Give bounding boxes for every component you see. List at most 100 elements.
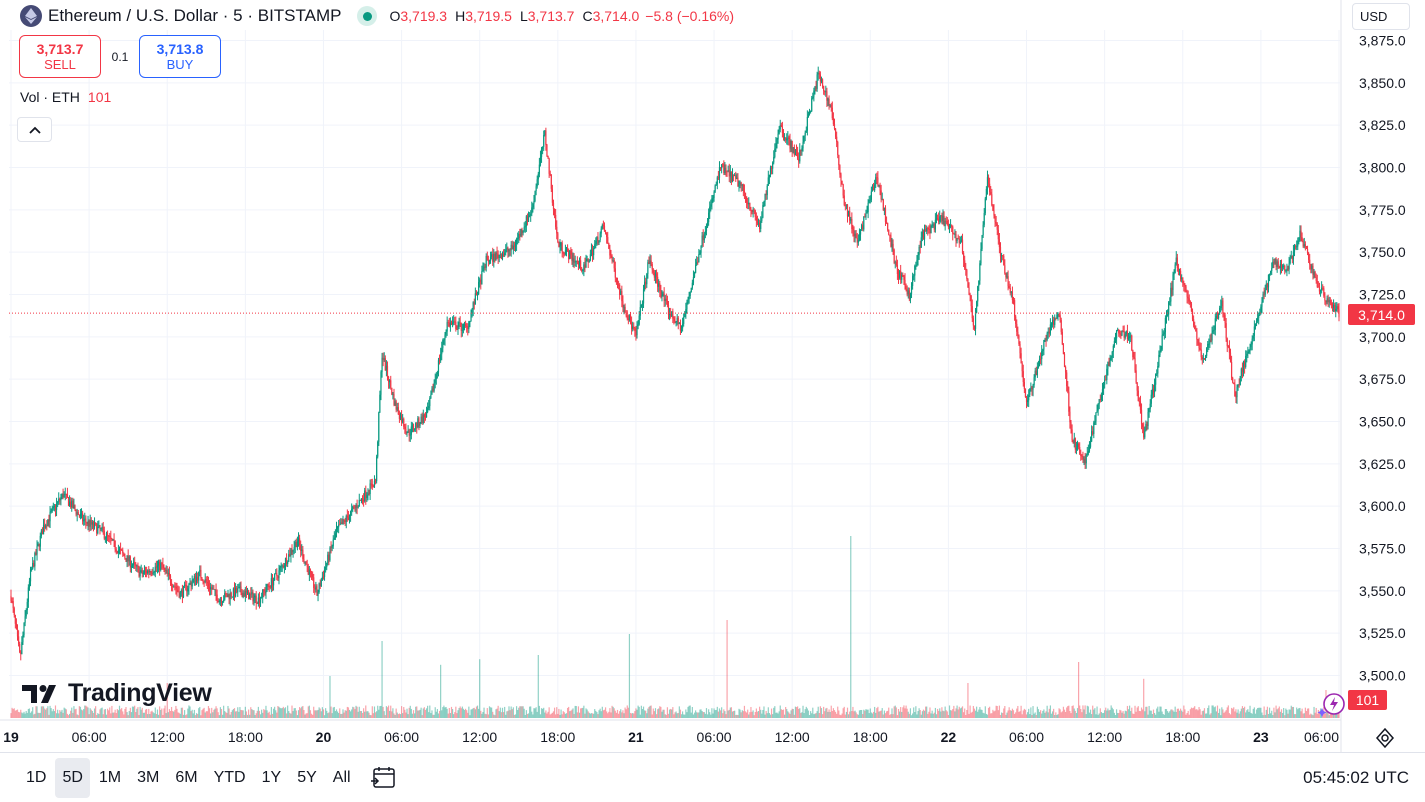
- candle-body: [697, 261, 699, 263]
- volume-bar: [614, 710, 616, 718]
- settings-gear-icon[interactable]: [1374, 727, 1396, 754]
- candle-body: [849, 211, 851, 221]
- volume-bar: [319, 708, 321, 718]
- candle-body: [262, 589, 264, 598]
- candle-body: [837, 142, 839, 155]
- range-1d[interactable]: 1D: [26, 769, 47, 786]
- candle-body: [144, 570, 147, 572]
- candle-body: [977, 286, 979, 302]
- candle-body: [447, 322, 449, 323]
- candle-body: [356, 505, 358, 508]
- volume-bar: [955, 708, 957, 718]
- candle-body: [543, 135, 545, 147]
- candle-body: [739, 182, 741, 184]
- buy-button[interactable]: 3,713.8 BUY: [139, 35, 221, 78]
- range-5d[interactable]: 5D: [55, 758, 90, 798]
- volume-bar: [352, 706, 354, 718]
- volume-bar: [611, 705, 613, 718]
- candle-body: [866, 212, 868, 214]
- volume-bar: [637, 705, 639, 718]
- candle-body: [487, 259, 489, 262]
- volume-bar: [1051, 711, 1054, 718]
- candle-body: [1003, 255, 1005, 266]
- candle-body: [1257, 317, 1259, 322]
- volume-bar: [807, 710, 810, 718]
- candle-body: [1091, 431, 1093, 442]
- candle-body: [884, 207, 887, 222]
- volume-bar: [1317, 709, 1319, 718]
- candle-body: [1303, 244, 1305, 247]
- volume-bar: [972, 705, 974, 718]
- candle-body: [807, 114, 810, 117]
- utc-clock[interactable]: 05:45:02 UTC: [1303, 768, 1409, 787]
- candle-body: [349, 511, 352, 516]
- volume-bar: [600, 711, 602, 718]
- candle-body: [692, 277, 695, 283]
- range-all[interactable]: All: [332, 769, 351, 786]
- volume-bar: [686, 712, 688, 718]
- tradingview-logo[interactable]: TradingView: [22, 679, 212, 708]
- volume-bar: [1125, 711, 1127, 718]
- volume-bar: [851, 711, 853, 718]
- volume-legend[interactable]: Vol · ETH 101: [20, 89, 111, 105]
- candle-body: [591, 249, 594, 256]
- candle-body: [289, 554, 291, 557]
- candle-body: [42, 525, 45, 535]
- volume-bar: [485, 714, 487, 718]
- candle-body: [425, 412, 428, 418]
- candle-body: [817, 72, 819, 75]
- candle-body: [259, 598, 262, 603]
- volume-bar: [165, 713, 167, 718]
- candle-body: [223, 599, 225, 602]
- candle-body: [1296, 246, 1298, 248]
- candle-body: [335, 528, 338, 534]
- go-to-date-icon[interactable]: [370, 766, 396, 795]
- volume-bar: [192, 713, 194, 718]
- range-ytd[interactable]: YTD: [213, 769, 246, 786]
- candle-body: [379, 394, 381, 413]
- volume-bar: [1189, 709, 1191, 718]
- candle-body: [960, 239, 963, 242]
- currency-button[interactable]: USD: [1352, 3, 1410, 30]
- candle-body: [584, 264, 586, 268]
- range-5y[interactable]: 5Y: [297, 769, 317, 786]
- candle-body: [1331, 304, 1334, 308]
- candle-body: [549, 173, 551, 175]
- candle-body: [715, 184, 717, 186]
- candle-body: [660, 291, 662, 297]
- candle-body: [489, 256, 492, 261]
- candle-body: [326, 562, 328, 568]
- candle-body: [33, 563, 35, 567]
- candle-body: [252, 591, 254, 602]
- market-open-dot-icon[interactable]: [357, 6, 378, 26]
- volume-bar: [1171, 709, 1173, 718]
- collapse-legend-button[interactable]: [17, 117, 52, 142]
- symbol-title[interactable]: Ethereum / U.S. Dollar · 5 · BITSTAMP: [48, 6, 342, 25]
- range-6m[interactable]: 6M: [175, 769, 198, 786]
- volume-bar: [465, 708, 467, 718]
- sell-button[interactable]: 3,713.7 SELL: [19, 35, 101, 78]
- candle-body: [165, 569, 167, 571]
- volume-bar: [368, 712, 370, 718]
- candle-body: [545, 130, 547, 145]
- candle-body: [397, 407, 399, 415]
- range-3m[interactable]: 3M: [137, 769, 160, 786]
- candle-body: [727, 170, 729, 172]
- volume-bar: [667, 713, 670, 718]
- volume-bar: [169, 710, 172, 718]
- candle-body: [192, 579, 194, 583]
- volume-bar: [1079, 705, 1081, 718]
- volume-bar: [47, 706, 49, 718]
- volume-bar: [371, 706, 373, 718]
- candle-body: [1283, 265, 1285, 267]
- sparkle-assistant-icon[interactable]: [1317, 690, 1347, 725]
- candle-body: [963, 253, 965, 261]
- range-1y[interactable]: 1Y: [261, 769, 282, 786]
- range-1m[interactable]: 1M: [98, 769, 122, 786]
- candle-body: [1170, 287, 1172, 302]
- candle-body: [172, 586, 174, 588]
- candle-body: [895, 261, 897, 266]
- volume-bar: [336, 711, 339, 718]
- volume-bar: [435, 711, 437, 718]
